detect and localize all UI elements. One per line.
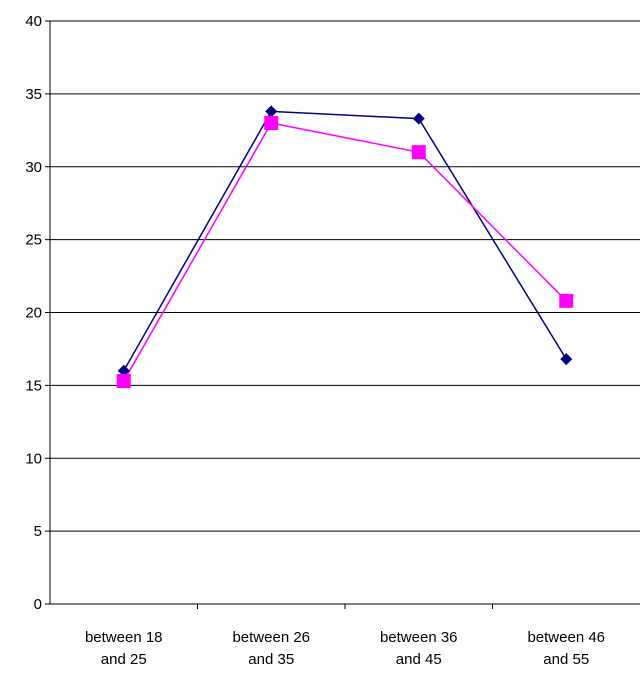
series-2-line	[123, 122, 567, 382]
x-category-label: between 36 and 45	[380, 629, 458, 668]
y-tick-label: 15	[25, 377, 42, 394]
y-tick-label: 5	[34, 523, 42, 540]
x-category-label-line: and 45	[396, 651, 442, 668]
y-tick-label: 30	[25, 159, 42, 176]
y-axis-tick-labels: 0 5 10 15 20 25 30 35 40	[25, 13, 42, 613]
x-category-label: between 18 and 25	[85, 629, 163, 668]
x-category-label-line: between 18	[85, 629, 163, 646]
x-category-label-line: and 55	[543, 651, 589, 668]
y-tick-label: 0	[34, 596, 42, 613]
series-2-point	[116, 374, 131, 389]
series-2-point	[559, 293, 574, 308]
x-category-label-line: between 46	[527, 629, 605, 646]
x-category-label-line: between 26	[232, 629, 310, 646]
x-category-label-line: between 36	[380, 629, 458, 646]
x-category-label: between 46 and 55	[527, 629, 605, 668]
series-2-point	[264, 116, 279, 131]
y-tick-label: 25	[25, 232, 42, 249]
y-tick-label: 35	[25, 86, 42, 103]
series-1-point	[117, 364, 130, 377]
x-category-label: between 26 and 35	[232, 629, 310, 668]
series-2-point	[411, 145, 426, 160]
y-tick-label: 10	[25, 450, 42, 467]
series-1-point	[560, 353, 573, 366]
y-tick-label: 20	[25, 305, 42, 322]
series-1-point	[412, 112, 425, 125]
x-category-label-line: and 25	[101, 651, 147, 668]
gridlines	[50, 20, 640, 532]
x-category-label-line: and 35	[248, 651, 294, 668]
axes	[45, 20, 640, 609]
series-1-line	[123, 110, 567, 372]
series-lines	[123, 110, 567, 382]
series-markers	[116, 105, 574, 389]
series-1-point	[265, 105, 278, 118]
y-tick-label: 40	[25, 13, 42, 30]
